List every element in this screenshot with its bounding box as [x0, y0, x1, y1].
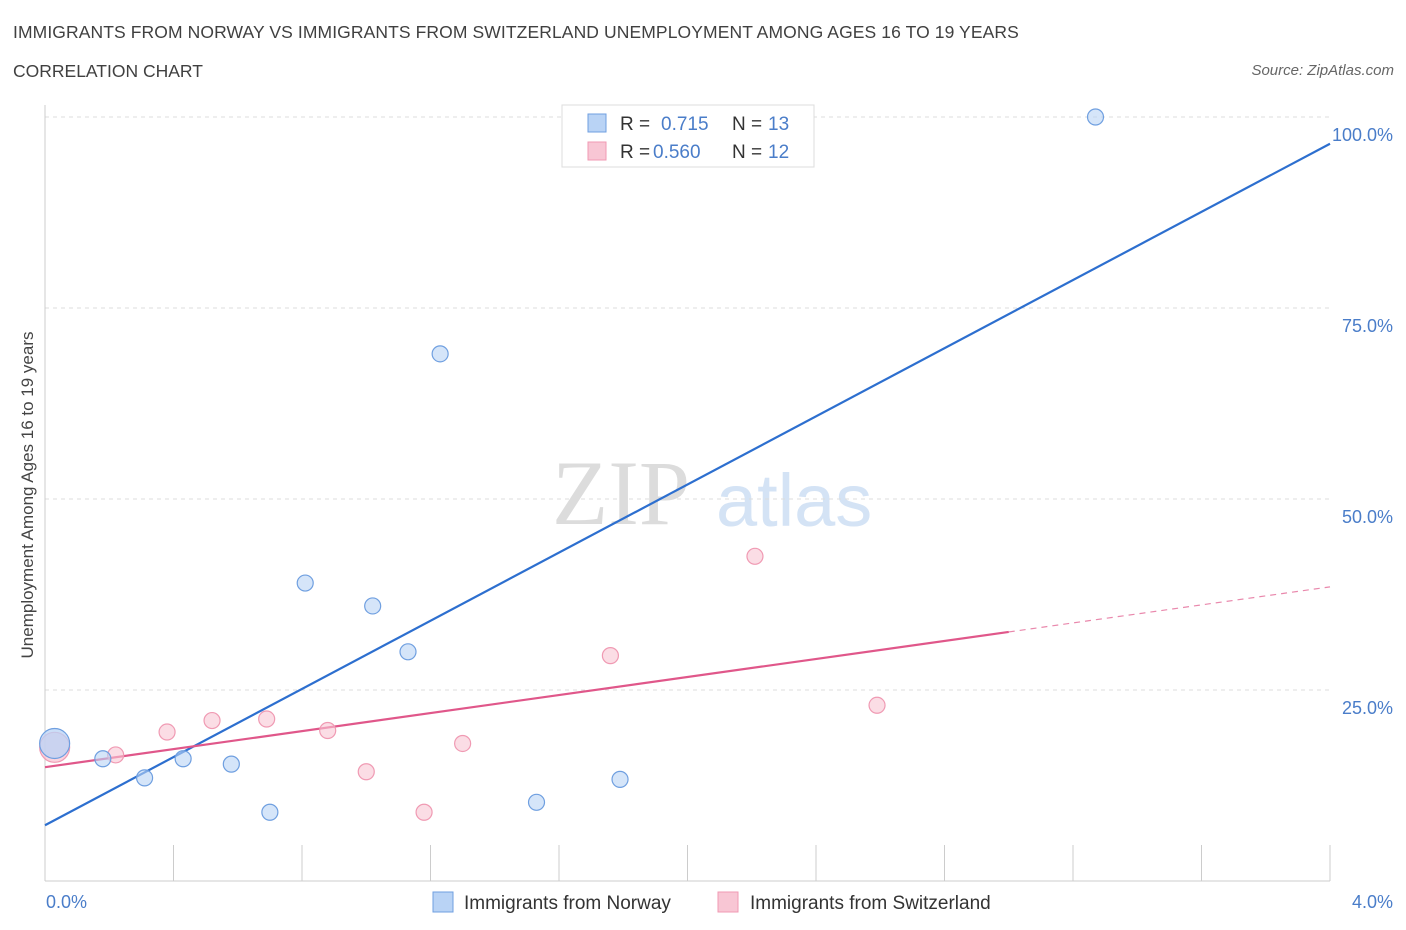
switzerland-swatch: [587, 141, 607, 161]
norway-trend-line: [44, 142, 1331, 827]
norway-point: [135, 769, 154, 787]
x-tick-label: 0.0%: [46, 892, 87, 912]
switzerland-r-value: 0.560: [653, 142, 701, 163]
switzerland-point: [357, 763, 375, 781]
chart-title: IMMIGRANTS FROM NORWAY VS IMMIGRANTS FRO…: [13, 22, 1019, 42]
norway-point: [174, 750, 192, 768]
y-tick-label: 25.0%: [1342, 698, 1393, 718]
y-tick-label: 100.0%: [1332, 125, 1393, 145]
norway-point: [611, 770, 629, 788]
switzerland-point: [203, 711, 221, 730]
legend-norway-label: Immigrants from Norway: [464, 893, 671, 914]
data-points: [39, 108, 1105, 821]
watermark-atlas: atlas: [716, 459, 872, 542]
norway-r-label: R =: [620, 114, 650, 135]
stats-legend: R = 0.715 N = 13 R = 0.560 N = 12: [561, 104, 815, 168]
y-axis-label: Unemployment Among Ages 16 to 19 years: [18, 332, 37, 659]
switzerland-n-label: N =: [732, 142, 762, 163]
norway-point: [296, 574, 314, 592]
x-tick-label: 4.0%: [1352, 892, 1393, 912]
tick-labels: 25.0% 50.0% 75.0% 100.0% 0.0% 4.0%: [46, 125, 1393, 912]
norway-point: [527, 793, 546, 811]
legend-norway-swatch: [432, 891, 454, 913]
legend-switzerland-swatch: [717, 891, 739, 913]
norway-point: [261, 803, 279, 821]
norway-point: [39, 727, 71, 760]
switzerland-point: [601, 647, 620, 665]
norway-point: [1086, 108, 1105, 126]
y-tick-label: 50.0%: [1342, 507, 1393, 527]
norway-n-value: 13: [768, 114, 789, 135]
switzerland-r-label: R =: [620, 142, 650, 163]
norway-point: [399, 643, 417, 661]
switzerland-point: [454, 734, 472, 753]
norway-point: [364, 597, 382, 615]
chart-subtitle: CORRELATION CHART: [13, 61, 203, 81]
grid-lines: [45, 116, 1330, 691]
trend-lines: [44, 142, 1331, 827]
series-legend: Immigrants from Norway Immigrants from S…: [432, 891, 991, 914]
switzerland-point: [319, 721, 337, 740]
norway-swatch: [587, 113, 607, 133]
switzerland-point: [158, 723, 176, 741]
y-tick-label: 75.0%: [1342, 316, 1393, 336]
switzerland-trend-extension: [1008, 586, 1331, 633]
watermark-zip: ZIP: [552, 442, 690, 544]
norway-point: [222, 755, 240, 773]
norway-r-value: 0.715: [661, 114, 709, 135]
switzerland-trend-line: [44, 630, 1009, 769]
source-credit: Source: ZipAtlas.com: [1251, 62, 1394, 79]
switzerland-point: [258, 710, 276, 728]
switzerland-point: [415, 803, 433, 821]
norway-n-label: N =: [732, 114, 762, 135]
norway-point: [431, 345, 449, 363]
switzerland-n-value: 12: [768, 142, 789, 163]
switzerland-point: [746, 547, 764, 565]
norway-point: [94, 750, 112, 768]
legend-switzerland-label: Immigrants from Switzerland: [750, 893, 991, 914]
switzerland-point: [868, 696, 886, 714]
